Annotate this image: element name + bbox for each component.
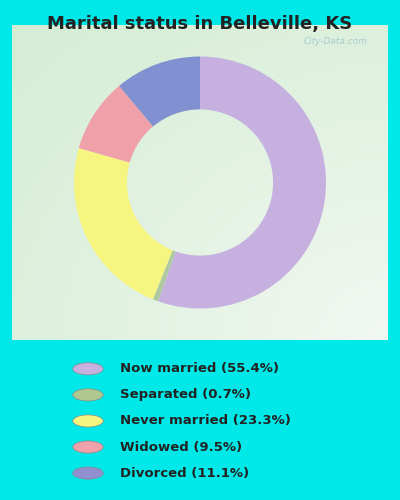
Text: Never married (23.3%): Never married (23.3%) bbox=[120, 414, 291, 428]
Text: Separated (0.7%): Separated (0.7%) bbox=[120, 388, 251, 402]
Wedge shape bbox=[153, 250, 176, 302]
Text: City-Data.com: City-Data.com bbox=[304, 38, 368, 46]
Circle shape bbox=[73, 362, 103, 375]
Wedge shape bbox=[79, 86, 153, 162]
Wedge shape bbox=[74, 148, 173, 300]
Circle shape bbox=[73, 389, 103, 401]
Text: Marital status in Belleville, KS: Marital status in Belleville, KS bbox=[47, 15, 353, 33]
Text: Divorced (11.1%): Divorced (11.1%) bbox=[120, 466, 249, 479]
Circle shape bbox=[73, 467, 103, 479]
Text: Widowed (9.5%): Widowed (9.5%) bbox=[120, 440, 242, 454]
Wedge shape bbox=[119, 56, 200, 126]
Circle shape bbox=[73, 441, 103, 453]
Text: Now married (55.4%): Now married (55.4%) bbox=[120, 362, 279, 376]
Wedge shape bbox=[158, 56, 326, 308]
Circle shape bbox=[73, 415, 103, 427]
